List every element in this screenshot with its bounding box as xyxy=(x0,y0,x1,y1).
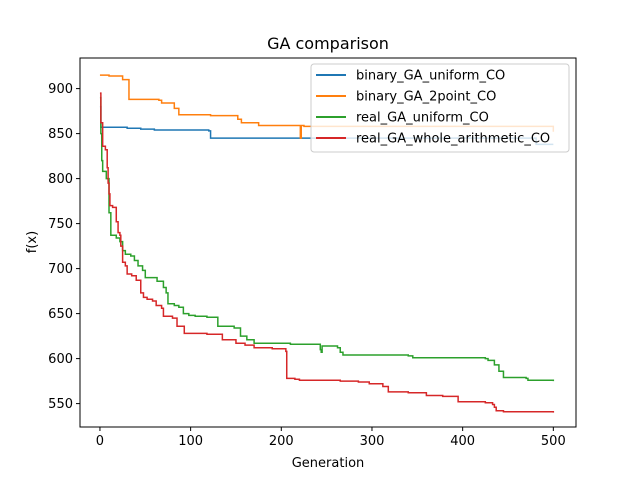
x-tick-label: 100 xyxy=(178,434,203,449)
x-tick-label: 0 xyxy=(96,434,104,449)
y-tick-label: 800 xyxy=(48,172,73,187)
y-tick-label: 600 xyxy=(48,352,73,367)
x-tick-label: 500 xyxy=(541,434,566,449)
y-tick-label: 900 xyxy=(48,82,73,97)
y-tick-label: 750 xyxy=(48,217,73,232)
series-line-real-GA-uniform-CO xyxy=(99,96,555,382)
x-axis-ticks: 0 100 200 300 400 500 xyxy=(96,427,566,449)
y-axis-label: f(x) xyxy=(25,231,40,253)
x-tick-label: 400 xyxy=(450,434,475,449)
x-tick-label: 300 xyxy=(360,434,385,449)
chart-title: GA comparison xyxy=(267,34,389,53)
y-tick-label: 700 xyxy=(48,262,73,277)
x-axis-label: Generation xyxy=(292,456,365,471)
legend: binary_GA_uniform_CO binary_GA_2point_COr… xyxy=(310,63,570,153)
legend-label: real_GA_uniform_CO xyxy=(356,111,489,126)
series-line-binary-GA-2point-CO xyxy=(99,74,555,139)
y-axis-ticks: 550 600 650 700 750 800 850 900 xyxy=(48,82,80,412)
y-tick-label: 550 xyxy=(48,397,73,412)
y-tick-label: 850 xyxy=(48,127,73,142)
legend-label: binary_GA_2point_CO xyxy=(356,90,496,105)
legend-label: real_GA_whole_arithmetic_CO xyxy=(356,132,550,147)
series-line-real-GA-whole-arithmetic-CO xyxy=(99,92,555,413)
y-tick-label: 650 xyxy=(48,307,73,322)
legend-label: binary_GA_uniform_CO xyxy=(356,69,505,84)
plot-frame xyxy=(79,57,577,428)
legend-box xyxy=(310,63,570,153)
x-tick-label: 200 xyxy=(269,434,294,449)
